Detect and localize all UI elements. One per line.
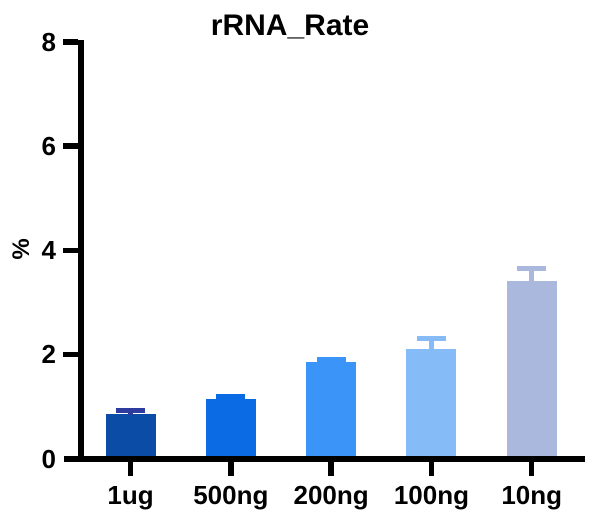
y-tick bbox=[63, 39, 78, 45]
x-tick bbox=[127, 461, 134, 476]
y-tick-label: 6 bbox=[41, 131, 56, 162]
x-tick bbox=[428, 461, 435, 476]
y-tick-label: 2 bbox=[41, 339, 56, 370]
x-tick bbox=[228, 461, 234, 476]
error-bar-cap bbox=[216, 393, 246, 399]
x-tick-label: 10ng bbox=[501, 480, 563, 510]
error-bar-stem bbox=[529, 268, 535, 283]
x-tick bbox=[328, 461, 334, 476]
x-axis-line bbox=[64, 456, 585, 462]
error-bar-cap bbox=[316, 357, 346, 363]
y-tick bbox=[63, 351, 78, 358]
error-bar-cap bbox=[517, 265, 547, 271]
bar bbox=[105, 414, 156, 460]
y-axis-line bbox=[78, 39, 84, 462]
x-tick-label: 500ng bbox=[193, 480, 269, 510]
x-tick bbox=[528, 461, 535, 476]
error-bar-stem bbox=[428, 338, 434, 351]
bar bbox=[306, 362, 357, 460]
bar bbox=[406, 349, 457, 460]
x-tick-label: 1ug bbox=[107, 480, 154, 510]
y-tick bbox=[63, 143, 78, 149]
error-bar-cap bbox=[116, 407, 145, 413]
y-tick-label: 4 bbox=[41, 235, 56, 266]
x-tick-label: 200ng bbox=[293, 480, 369, 510]
bar bbox=[205, 398, 256, 460]
x-tick-label: 100ng bbox=[393, 480, 469, 510]
y-tick-label: 0 bbox=[41, 443, 56, 474]
y-tick bbox=[63, 247, 78, 253]
bar bbox=[506, 281, 557, 460]
y-tick-label: 8 bbox=[41, 27, 56, 57]
error-bar-cap bbox=[416, 336, 446, 342]
error-bar-stem bbox=[128, 410, 133, 416]
chart-title: rRNA_Rate bbox=[210, 9, 370, 42]
